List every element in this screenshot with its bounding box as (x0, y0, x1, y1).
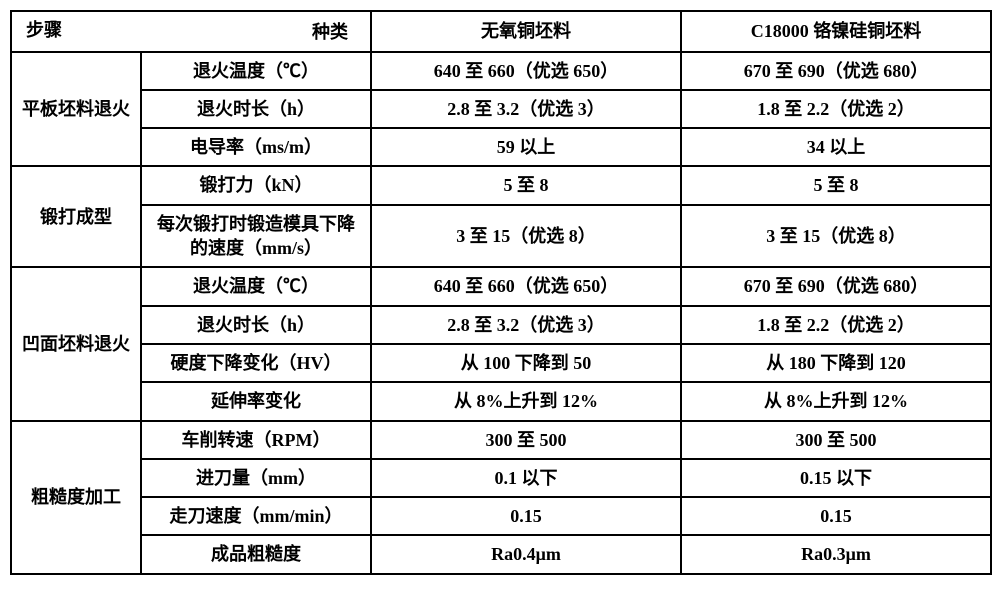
value-b-cell: 0.15 (681, 497, 991, 535)
section-name: 粗糙度加工 (11, 421, 141, 574)
table-row: 退火时长（h） 2.8 至 3.2（优选 3） 1.8 至 2.2（优选 2） (11, 306, 991, 344)
section-name: 锻打成型 (11, 166, 141, 267)
param-cell: 每次锻打时锻造模具下降的速度（mm/s） (141, 205, 371, 268)
table-row: 每次锻打时锻造模具下降的速度（mm/s） 3 至 15（优选 8） 3 至 15… (11, 205, 991, 268)
table-row: 退火时长（h） 2.8 至 3.2（优选 3） 1.8 至 2.2（优选 2） (11, 90, 991, 128)
param-cell: 硬度下降变化（HV） (141, 344, 371, 382)
value-b-cell: 从 8%上升到 12% (681, 382, 991, 420)
header-kind-label: 种类 (12, 20, 370, 44)
value-b-cell: 从 180 下降到 120 (681, 344, 991, 382)
table-row: 成品粗糙度 Ra0.4μm Ra0.3μm (11, 535, 991, 573)
table-row: 进刀量（mm） 0.1 以下 0.15 以下 (11, 459, 991, 497)
table-row: 锻打成型 锻打力（kN） 5 至 8 5 至 8 (11, 166, 991, 204)
value-b-cell: 1.8 至 2.2（优选 2） (681, 306, 991, 344)
param-cell: 退火温度（℃） (141, 267, 371, 305)
value-a-cell: 0.1 以下 (371, 459, 681, 497)
table-row: 粗糙度加工 车削转速（RPM） 300 至 500 300 至 500 (11, 421, 991, 459)
value-a-cell: 从 8%上升到 12% (371, 382, 681, 420)
value-b-cell: Ra0.3μm (681, 535, 991, 573)
value-a-cell: 2.8 至 3.2（优选 3） (371, 90, 681, 128)
value-b-cell: 670 至 690（优选 680） (681, 52, 991, 90)
value-a-cell: 640 至 660（优选 650） (371, 52, 681, 90)
section-name: 平板坯料退火 (11, 52, 141, 167)
value-a-cell: 从 100 下降到 50 (371, 344, 681, 382)
table-row: 平板坯料退火 退火温度（℃） 640 至 660（优选 650） 670 至 6… (11, 52, 991, 90)
param-cell: 走刀速度（mm/min） (141, 497, 371, 535)
parameters-table: 步骤 种类 无氧铜坯料 C18000 铬镍硅铜坯料 平板坯料退火 退火温度（℃）… (10, 10, 992, 575)
value-a-cell: 0.15 (371, 497, 681, 535)
param-cell: 电导率（ms/m） (141, 128, 371, 166)
value-b-cell: 300 至 500 (681, 421, 991, 459)
value-a-cell: Ra0.4μm (371, 535, 681, 573)
header-col-a: 无氧铜坯料 (371, 11, 681, 52)
value-a-cell: 2.8 至 3.2（优选 3） (371, 306, 681, 344)
value-a-cell: 300 至 500 (371, 421, 681, 459)
header-col-b: C18000 铬镍硅铜坯料 (681, 11, 991, 52)
value-b-cell: 1.8 至 2.2（优选 2） (681, 90, 991, 128)
value-b-cell: 34 以上 (681, 128, 991, 166)
param-cell: 退火温度（℃） (141, 52, 371, 90)
value-a-cell: 3 至 15（优选 8） (371, 205, 681, 268)
param-cell: 延伸率变化 (141, 382, 371, 420)
value-b-cell: 3 至 15（优选 8） (681, 205, 991, 268)
table-row: 凹面坯料退火 退火温度（℃） 640 至 660（优选 650） 670 至 6… (11, 267, 991, 305)
table-row: 电导率（ms/m） 59 以上 34 以上 (11, 128, 991, 166)
table-header-row: 步骤 种类 无氧铜坯料 C18000 铬镍硅铜坯料 (11, 11, 991, 52)
param-cell: 锻打力（kN） (141, 166, 371, 204)
section-name: 凹面坯料退火 (11, 267, 141, 420)
table-row: 硬度下降变化（HV） 从 100 下降到 50 从 180 下降到 120 (11, 344, 991, 382)
param-cell: 车削转速（RPM） (141, 421, 371, 459)
value-b-cell: 5 至 8 (681, 166, 991, 204)
table-row: 走刀速度（mm/min） 0.15 0.15 (11, 497, 991, 535)
header-step-kind-cell: 步骤 种类 (11, 11, 371, 52)
value-b-cell: 670 至 690（优选 680） (681, 267, 991, 305)
table-row: 延伸率变化 从 8%上升到 12% 从 8%上升到 12% (11, 382, 991, 420)
param-cell: 进刀量（mm） (141, 459, 371, 497)
param-cell: 成品粗糙度 (141, 535, 371, 573)
param-cell: 退火时长（h） (141, 306, 371, 344)
value-a-cell: 59 以上 (371, 128, 681, 166)
param-cell: 退火时长（h） (141, 90, 371, 128)
value-a-cell: 640 至 660（优选 650） (371, 267, 681, 305)
value-b-cell: 0.15 以下 (681, 459, 991, 497)
value-a-cell: 5 至 8 (371, 166, 681, 204)
